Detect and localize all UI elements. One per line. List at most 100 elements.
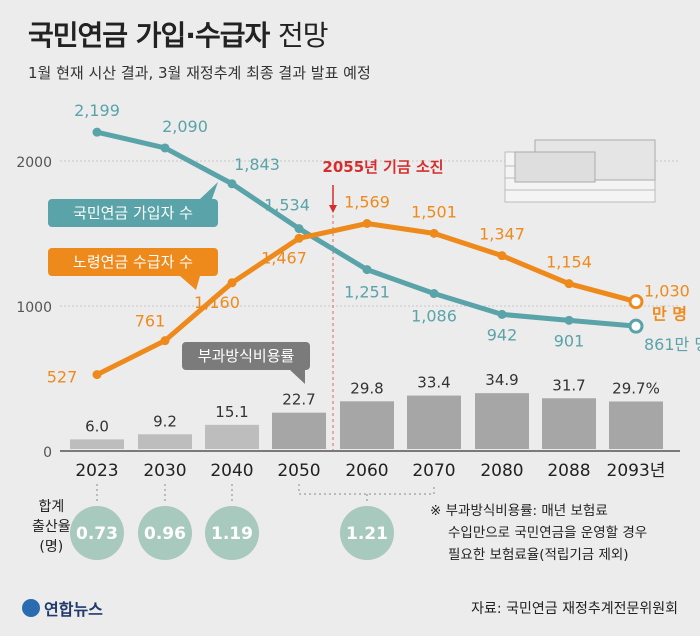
bar-2050 <box>272 412 326 449</box>
x-tick-label: 2060 <box>345 461 388 481</box>
bar-2088 <box>542 398 596 449</box>
bar-2060 <box>340 401 394 449</box>
bar-2093년 <box>609 401 663 449</box>
source: 자료: 국민연금 재정추계전문위원회 <box>471 601 678 617</box>
bar-value-label: 22.7 <box>282 391 315 409</box>
fertility-circle <box>205 506 259 560</box>
fertility-value: 1.21 <box>346 524 388 544</box>
subscribers-value-label: 942 <box>487 325 518 344</box>
bar-value-label: 31.7 <box>552 376 585 394</box>
x-tick-label: 2050 <box>277 461 320 481</box>
fertility-label-line3: (명) <box>39 539 64 555</box>
fertility-label-line2: 출산율 <box>32 519 71 535</box>
x-tick-label: 2040 <box>210 461 253 481</box>
recipients-value-label: 1,569 <box>344 192 390 211</box>
y-tick-label: 1000 <box>16 300 52 316</box>
subscribers-point <box>294 224 304 234</box>
bar-value-label: 29.7% <box>612 379 660 397</box>
fertility-circle <box>70 506 124 560</box>
subscribers-value-label: 901 <box>554 331 585 350</box>
money-bill-icon <box>514 151 596 183</box>
bar-value-label: 15.1 <box>215 403 248 421</box>
subscribers-value-label: 1,251 <box>344 283 390 302</box>
subscribers-value-label: 1,843 <box>234 155 280 174</box>
subscribers-legend-tail <box>200 182 218 199</box>
bar-value-label: 29.8 <box>350 379 383 397</box>
fertility-value: 0.73 <box>76 524 118 544</box>
note: ※ 부과방식비용률: 매년 보험료 수입만으로 국민연금을 운영할 경우 필요한… <box>430 500 647 566</box>
subscribers-point <box>227 179 237 189</box>
fertility-label-line1: 합계 <box>38 499 65 515</box>
exhaustion-annotation: 2055년 기금 소진 <box>322 158 443 176</box>
x-tick-label: 2088 <box>547 461 590 481</box>
recipients-point <box>497 251 507 261</box>
chart-title: 국민연금 가입·수급자 전망 <box>28 14 329 54</box>
recipients-legend-box <box>48 248 218 276</box>
recipients-point <box>564 279 574 289</box>
subscribers-value-label: 2,090 <box>162 117 208 136</box>
recipients-value-label: 527 <box>47 368 78 387</box>
subscribers-point <box>92 127 102 137</box>
x-tick-label: 2070 <box>412 461 455 481</box>
subscribers-point <box>160 143 170 153</box>
bar-value-label: 6.0 <box>85 417 109 435</box>
note-line2: 수입만으로 국민연금을 운영할 경우 <box>448 525 648 541</box>
logo-text: 연합뉴스 <box>44 600 103 619</box>
bar-value-label: 33.4 <box>417 374 450 392</box>
title-light: 전망 <box>277 19 329 52</box>
note-line3: 필요한 보험료율(적립기금 제외) <box>448 547 629 563</box>
logo-mark-icon <box>22 599 40 617</box>
subscribers-legend-label: 국민연금 가입자 수 <box>73 204 193 222</box>
y-tick-label: 2000 <box>16 155 52 171</box>
y-tick-label: 0 <box>43 445 52 461</box>
subscribers-value-label: 861만 명 <box>644 335 700 354</box>
chart-subtitle: 1월 현재 시산 결과, 3월 재정추계 최종 결과 발표 예정 <box>28 64 371 82</box>
recipients-value-label: 1,160 <box>194 293 240 312</box>
fertility-circle <box>340 506 394 560</box>
recipients-point <box>628 294 644 310</box>
x-tick-label: 2030 <box>143 461 186 481</box>
subscribers-point <box>628 318 644 334</box>
recipients-point <box>362 218 372 228</box>
x-tick-label: 2080 <box>480 461 523 481</box>
subscribers-legend-box <box>48 199 218 227</box>
fertility-value: 0.96 <box>144 524 186 544</box>
exhaustion-arrow-head <box>329 205 337 213</box>
recipients-legend-tail <box>180 276 200 290</box>
recipients-legend-label: 노령연금 수급자 수 <box>73 253 193 271</box>
bar-2080 <box>475 393 529 449</box>
bar-value-label: 34.9 <box>485 371 518 389</box>
x-tick-label: 2093년 <box>607 461 666 481</box>
fertility-connector-bracket <box>298 484 435 504</box>
yonhap-logo: 연합뉴스 <box>22 596 103 620</box>
recipients-point <box>160 336 170 346</box>
recipients-value-label: 1,154 <box>546 253 592 272</box>
subscribers-point <box>429 289 439 299</box>
subscribers-value-label: 2,199 <box>74 101 120 120</box>
recipients-point <box>92 370 102 380</box>
fertility-value: 1.19 <box>211 524 253 544</box>
recipients-value-label: 761 <box>135 312 166 331</box>
fertility-label: 합계 출산율 (명) <box>32 497 71 557</box>
bars-legend-box <box>182 342 310 370</box>
recipients-point <box>294 233 304 243</box>
bar-value-label: 9.2 <box>153 412 177 430</box>
subscribers-point <box>497 309 507 319</box>
recipients-value-label: 1,347 <box>479 225 525 244</box>
bars-legend-label: 부과방식비용률 <box>198 347 295 365</box>
bar-2023 <box>70 439 124 449</box>
title-bold: 국민연금 가입·수급자 <box>28 19 270 52</box>
bar-2070 <box>407 395 461 449</box>
subscribers-point <box>564 315 574 325</box>
subscribers-value-label: 1,534 <box>264 196 310 215</box>
fertility-circle <box>138 506 192 560</box>
recipients-value-label: 1,030 <box>644 282 690 301</box>
x-tick-label: 2023 <box>75 461 118 481</box>
recipients-point <box>227 278 237 288</box>
bar-2040 <box>205 424 259 449</box>
recipients-value-label: 1,501 <box>411 202 457 221</box>
bars-legend-tail <box>290 370 305 384</box>
subscribers-point <box>362 265 372 275</box>
bar-2030 <box>138 434 192 449</box>
